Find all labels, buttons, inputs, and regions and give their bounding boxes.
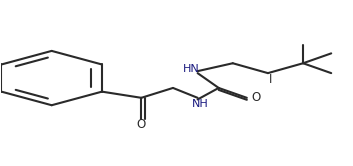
Text: I: I	[269, 73, 273, 86]
Text: NH: NH	[192, 99, 209, 109]
Text: HN: HN	[183, 64, 200, 74]
Text: O: O	[137, 119, 146, 131]
Text: O: O	[251, 91, 260, 104]
